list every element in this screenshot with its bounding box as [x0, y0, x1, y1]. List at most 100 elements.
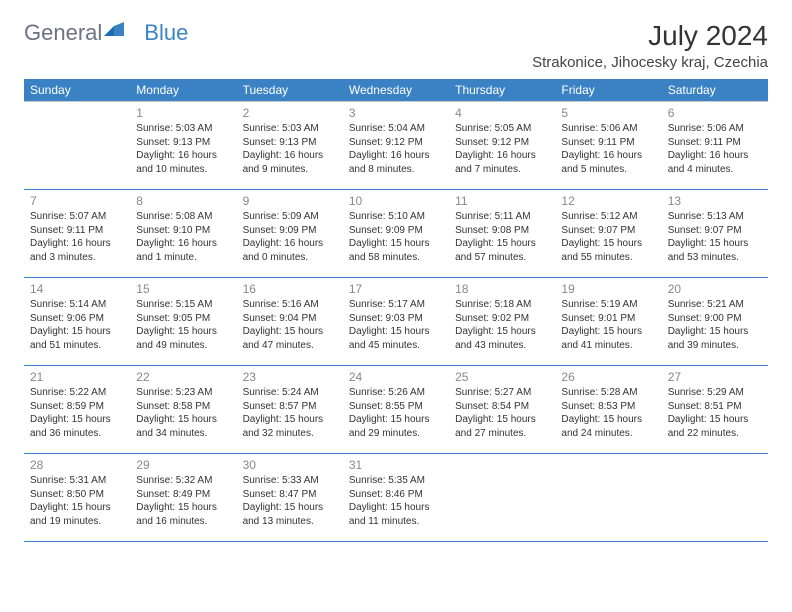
day-info-line: Daylight: 16 hours: [30, 237, 124, 251]
day-info-line: Sunset: 8:49 PM: [136, 488, 230, 502]
day-info-line: Daylight: 15 hours: [455, 325, 549, 339]
day-number: 8: [136, 193, 230, 209]
day-info-line: Daylight: 15 hours: [136, 325, 230, 339]
day-info-line: Sunrise: 5:28 AM: [561, 386, 655, 400]
calendar-day-cell: 22Sunrise: 5:23 AMSunset: 8:58 PMDayligh…: [130, 366, 236, 454]
day-info-line: Sunrise: 5:23 AM: [136, 386, 230, 400]
day-info-line: Daylight: 15 hours: [349, 325, 443, 339]
day-info-line: Sunrise: 5:06 AM: [561, 122, 655, 136]
day-info-line: and 57 minutes.: [455, 251, 549, 265]
calendar-day-cell: 7Sunrise: 5:07 AMSunset: 9:11 PMDaylight…: [24, 190, 130, 278]
day-info-line: Sunset: 9:09 PM: [243, 224, 337, 238]
day-info-line: and 49 minutes.: [136, 339, 230, 353]
weekday-header: Monday: [130, 79, 236, 102]
day-info-line: Daylight: 15 hours: [349, 237, 443, 251]
day-info-line: and 13 minutes.: [243, 515, 337, 529]
calendar-day-cell: 12Sunrise: 5:12 AMSunset: 9:07 PMDayligh…: [555, 190, 661, 278]
logo: General Blue: [24, 20, 188, 46]
calendar-day-cell: 31Sunrise: 5:35 AMSunset: 8:46 PMDayligh…: [343, 454, 449, 542]
day-info-line: Sunrise: 5:33 AM: [243, 474, 337, 488]
day-info-line: Daylight: 16 hours: [668, 149, 762, 163]
day-info-line: Daylight: 15 hours: [136, 413, 230, 427]
day-number: 10: [349, 193, 443, 209]
calendar-day-cell: 28Sunrise: 5:31 AMSunset: 8:50 PMDayligh…: [24, 454, 130, 542]
day-number: 23: [243, 369, 337, 385]
day-info-line: Sunrise: 5:05 AM: [455, 122, 549, 136]
day-info-line: Sunset: 8:51 PM: [668, 400, 762, 414]
day-info-line: Sunset: 9:11 PM: [561, 136, 655, 150]
day-info-line: and 41 minutes.: [561, 339, 655, 353]
day-info-line: Sunrise: 5:32 AM: [136, 474, 230, 488]
calendar-day-cell: 16Sunrise: 5:16 AMSunset: 9:04 PMDayligh…: [237, 278, 343, 366]
day-info-line: Sunset: 8:55 PM: [349, 400, 443, 414]
day-info-line: Sunset: 9:12 PM: [455, 136, 549, 150]
day-info-line: Sunrise: 5:07 AM: [30, 210, 124, 224]
day-info-line: Sunrise: 5:15 AM: [136, 298, 230, 312]
calendar-day-cell: 13Sunrise: 5:13 AMSunset: 9:07 PMDayligh…: [662, 190, 768, 278]
day-number: 9: [243, 193, 337, 209]
day-info-line: Daylight: 15 hours: [243, 501, 337, 515]
month-title: July 2024: [532, 20, 768, 52]
day-number: 16: [243, 281, 337, 297]
day-number: 18: [455, 281, 549, 297]
weekday-header: Thursday: [449, 79, 555, 102]
day-info-line: and 45 minutes.: [349, 339, 443, 353]
day-info-line: Sunset: 9:07 PM: [668, 224, 762, 238]
day-info-line: Sunset: 9:01 PM: [561, 312, 655, 326]
calendar-day-cell: 17Sunrise: 5:17 AMSunset: 9:03 PMDayligh…: [343, 278, 449, 366]
day-info-line: Daylight: 15 hours: [668, 325, 762, 339]
day-number: 3: [349, 105, 443, 121]
day-number: 30: [243, 457, 337, 473]
calendar-week-row: 7Sunrise: 5:07 AMSunset: 9:11 PMDaylight…: [24, 190, 768, 278]
day-number: 26: [561, 369, 655, 385]
day-number: 14: [30, 281, 124, 297]
day-info-line: Sunrise: 5:17 AM: [349, 298, 443, 312]
weekday-header: Friday: [555, 79, 661, 102]
location: Strakonice, Jihocesky kraj, Czechia: [532, 54, 768, 71]
day-info-line: Daylight: 15 hours: [136, 501, 230, 515]
calendar-day-cell: 24Sunrise: 5:26 AMSunset: 8:55 PMDayligh…: [343, 366, 449, 454]
day-info-line: and 29 minutes.: [349, 427, 443, 441]
calendar-day-cell: 23Sunrise: 5:24 AMSunset: 8:57 PMDayligh…: [237, 366, 343, 454]
calendar-day-cell: 25Sunrise: 5:27 AMSunset: 8:54 PMDayligh…: [449, 366, 555, 454]
day-info-line: Sunrise: 5:11 AM: [455, 210, 549, 224]
calendar-day-cell: 6Sunrise: 5:06 AMSunset: 9:11 PMDaylight…: [662, 102, 768, 190]
calendar-day-cell: 15Sunrise: 5:15 AMSunset: 9:05 PMDayligh…: [130, 278, 236, 366]
calendar-day-cell: 10Sunrise: 5:10 AMSunset: 9:09 PMDayligh…: [343, 190, 449, 278]
day-info-line: Daylight: 15 hours: [349, 413, 443, 427]
day-info-line: and 0 minutes.: [243, 251, 337, 265]
calendar-day-cell: 11Sunrise: 5:11 AMSunset: 9:08 PMDayligh…: [449, 190, 555, 278]
day-info-line: and 1 minute.: [136, 251, 230, 265]
day-info-line: and 51 minutes.: [30, 339, 124, 353]
day-info-line: and 55 minutes.: [561, 251, 655, 265]
day-info-line: Sunset: 9:05 PM: [136, 312, 230, 326]
day-number: 22: [136, 369, 230, 385]
day-info-line: Sunset: 9:03 PM: [349, 312, 443, 326]
calendar-day-cell: 3Sunrise: 5:04 AMSunset: 9:12 PMDaylight…: [343, 102, 449, 190]
logo-text-2: Blue: [144, 20, 188, 46]
day-info-line: Daylight: 16 hours: [136, 237, 230, 251]
day-number: 27: [668, 369, 762, 385]
day-number: 25: [455, 369, 549, 385]
calendar-day-cell: [24, 102, 130, 190]
day-info-line: Sunrise: 5:14 AM: [30, 298, 124, 312]
day-info-line: Daylight: 16 hours: [243, 237, 337, 251]
day-info-line: Sunrise: 5:09 AM: [243, 210, 337, 224]
day-info-line: and 39 minutes.: [668, 339, 762, 353]
day-info-line: Sunrise: 5:21 AM: [668, 298, 762, 312]
day-number: 1: [136, 105, 230, 121]
day-info-line: Sunrise: 5:29 AM: [668, 386, 762, 400]
day-info-line: Daylight: 15 hours: [30, 325, 124, 339]
day-info-line: Sunrise: 5:03 AM: [136, 122, 230, 136]
day-number: 20: [668, 281, 762, 297]
day-info-line: Sunset: 8:53 PM: [561, 400, 655, 414]
day-info-line: and 27 minutes.: [455, 427, 549, 441]
day-info-line: Daylight: 16 hours: [561, 149, 655, 163]
day-info-line: and 4 minutes.: [668, 163, 762, 177]
day-info-line: Daylight: 15 hours: [668, 237, 762, 251]
day-info-line: Sunrise: 5:24 AM: [243, 386, 337, 400]
day-info-line: Sunrise: 5:26 AM: [349, 386, 443, 400]
day-info-line: Daylight: 15 hours: [561, 413, 655, 427]
day-number: 6: [668, 105, 762, 121]
day-info-line: Sunset: 8:58 PM: [136, 400, 230, 414]
